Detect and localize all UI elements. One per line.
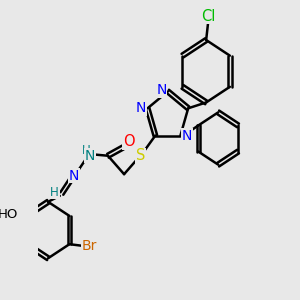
Text: Br: Br [82, 239, 97, 253]
Text: N: N [182, 128, 192, 142]
Text: N: N [136, 101, 146, 115]
Text: HO: HO [0, 208, 19, 221]
Text: N: N [156, 83, 167, 97]
Text: O: O [123, 134, 135, 149]
Text: N: N [85, 149, 95, 163]
Text: N: N [69, 169, 79, 183]
Text: H: H [82, 144, 91, 157]
Text: H: H [50, 186, 59, 199]
Text: Cl: Cl [201, 9, 215, 24]
Text: S: S [136, 148, 145, 163]
